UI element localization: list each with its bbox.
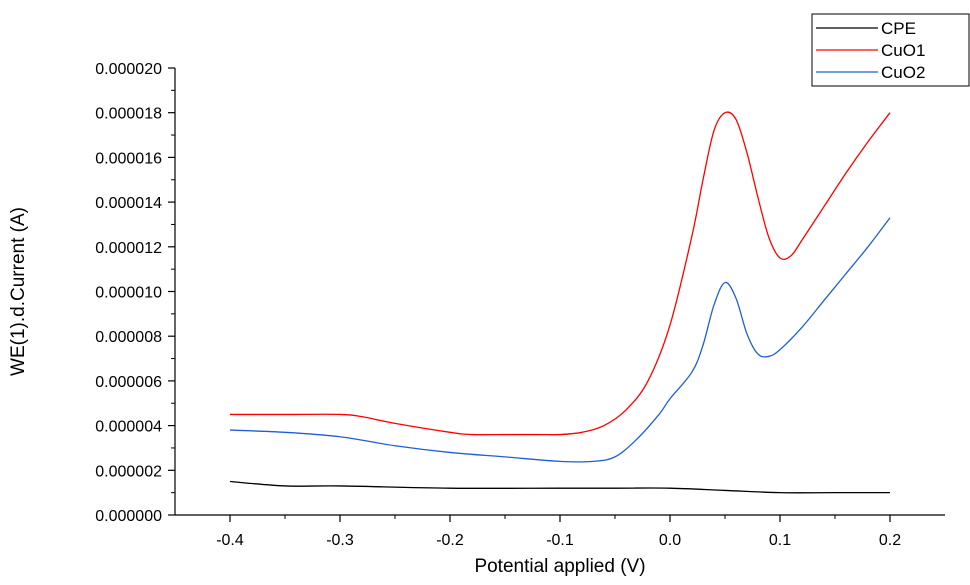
y-tick-label: 0.000014 [95, 195, 162, 212]
series-line-cuo1 [229, 111, 891, 436]
y-tick-label: 0.000006 [95, 374, 162, 391]
y-tick-label: 0.000002 [95, 463, 162, 480]
x-axis: -0.4 -0.3 -0.2 -0.1 0.0 0.1 0.2 [216, 515, 901, 549]
y-tick-label: 0.000008 [95, 329, 162, 346]
y-tick-label: 0.000016 [95, 150, 162, 167]
x-tick-label: -0.4 [216, 532, 244, 549]
y-tick-label: 0.000000 [95, 508, 162, 525]
y-tick-label: 0.000004 [95, 419, 162, 436]
legend-label-cuo2: CuO2 [881, 63, 925, 82]
series-layer [229, 111, 891, 494]
x-tick-label: 0.2 [879, 532, 901, 549]
x-tick-label: -0.1 [546, 532, 574, 549]
x-tick-label: 0.1 [769, 532, 791, 549]
x-tick-label: -0.3 [326, 532, 354, 549]
legend: CPE CuO1 CuO2 [811, 13, 970, 87]
x-axis-title: Potential applied (V) [474, 556, 645, 577]
x-tick-label: -0.2 [436, 532, 464, 549]
plot-frame [174, 68, 945, 516]
y-tick-label: 0.000020 [95, 61, 162, 78]
legend-label-cpe: CPE [881, 19, 916, 38]
y-tick-label: 0.000018 [95, 106, 162, 123]
x-tick-label: 0.0 [659, 532, 681, 549]
y-axis: 0.000000 0.000002 0.000004 0.000006 0.000008… [95, 61, 175, 525]
y-axis-title: WE(1).d.Current (A) [8, 207, 29, 376]
series-line-cuo2 [229, 217, 891, 463]
series-line-cpe [229, 480, 890, 494]
y-tick-label: 0.000012 [95, 240, 162, 257]
legend-label-cuo1: CuO1 [881, 41, 925, 60]
y-tick-label: 0.000010 [95, 285, 162, 302]
